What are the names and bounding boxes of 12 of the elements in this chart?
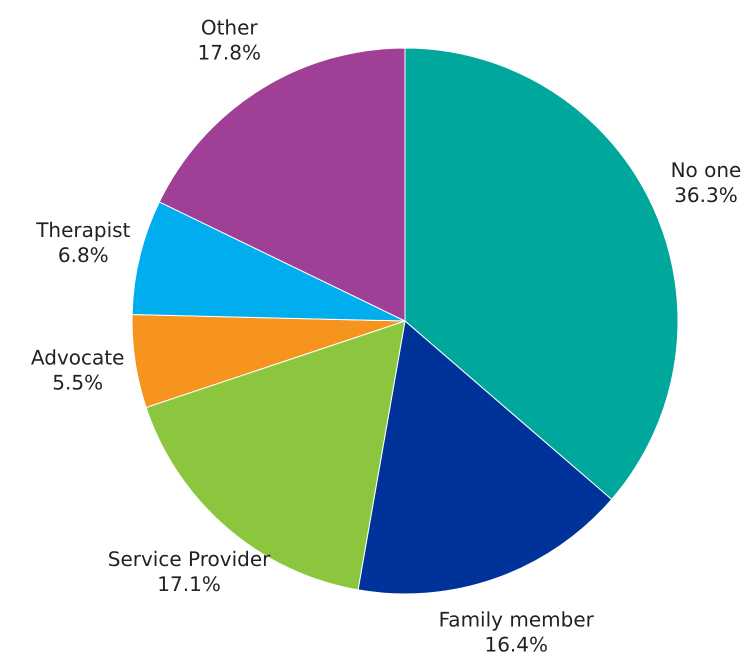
- data-label: 5.5%: [52, 370, 104, 394]
- slice-label: Advocate: [30, 345, 124, 370]
- data-label: 16.4%: [484, 632, 548, 657]
- data-label: 36.3%: [674, 183, 738, 208]
- slice-label: Family member: [438, 608, 595, 632]
- slice-label: Service Provider: [108, 546, 272, 571]
- data-label: 6.8%: [58, 243, 109, 268]
- data-label: 17.8%: [197, 40, 262, 65]
- slice-label: No one: [670, 158, 742, 182]
- data-label: 17.1%: [157, 572, 221, 596]
- slice-label: Therapist: [35, 218, 131, 242]
- slice-label: Other: [200, 16, 258, 40]
